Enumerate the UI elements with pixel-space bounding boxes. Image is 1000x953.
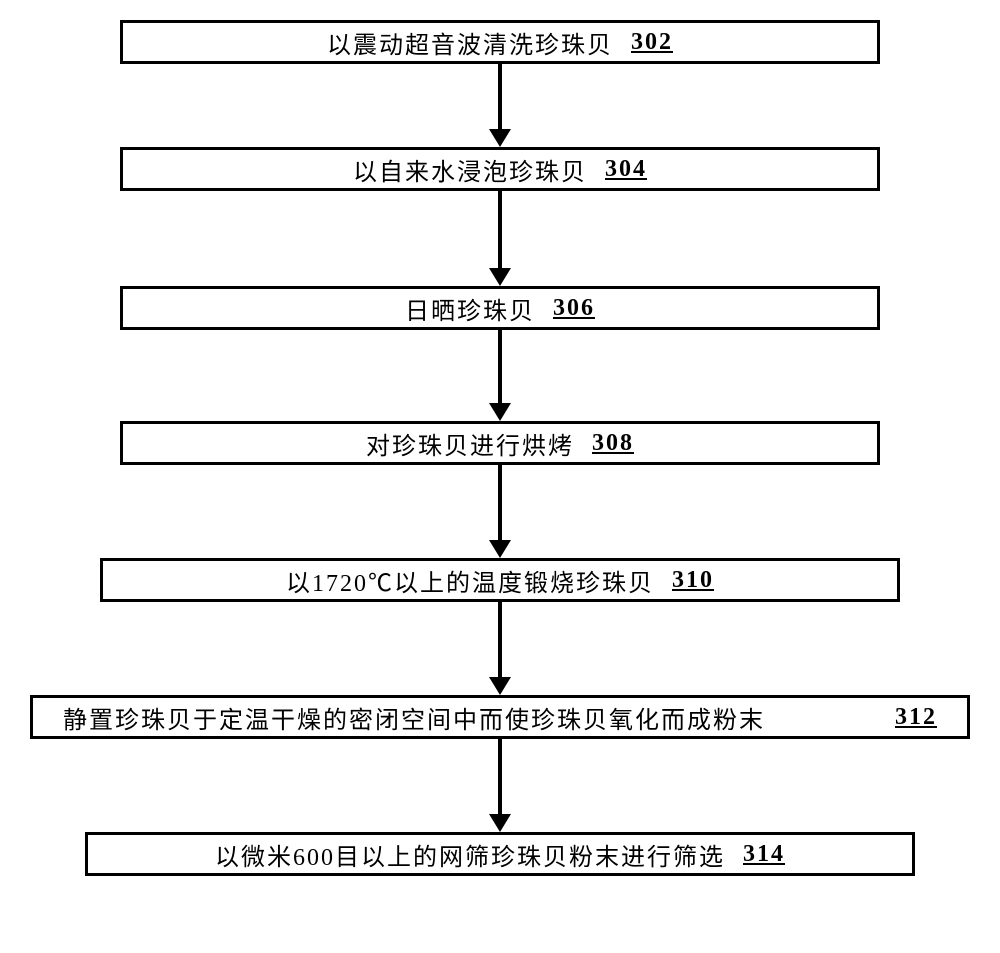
arrow-line [498,191,502,269]
step-label: 日晒珍珠贝 [405,291,535,326]
arrow-line [498,602,502,678]
arrow-line [498,64,502,130]
arrow [489,330,511,421]
step-ref: 304 [605,156,647,183]
step-box-312: 静置珍珠贝于定温干燥的密闭空间中而使珍珠贝氧化而成粉末 312 [30,695,970,739]
arrow-head-icon [489,814,511,832]
step-box-310: 以1720℃以上的温度锻烧珍珠贝 310 [100,558,900,602]
arrow-head-icon [489,268,511,286]
arrow [489,465,511,558]
arrow [489,191,511,286]
step-ref: 310 [672,567,714,594]
step-label: 对珍珠贝进行烘烤 [366,426,574,461]
step-label: 以自来水浸泡珍珠贝 [353,152,587,187]
arrow [489,602,511,695]
arrow-line [498,739,502,815]
step-box-306: 日晒珍珠贝 306 [120,286,880,330]
step-ref: 314 [743,841,785,868]
step-label: 以1720℃以上的温度锻烧珍珠贝 [286,563,654,598]
arrow [489,64,511,147]
arrow-line [498,330,502,404]
arrow-line [498,465,502,541]
step-box-308: 对珍珠贝进行烘烤 308 [120,421,880,465]
step-box-302: 以震动超音波清洗珍珠贝 302 [120,20,880,64]
step-label: 以震动超音波清洗珍珠贝 [327,25,613,60]
arrow-head-icon [489,129,511,147]
flowchart: 以震动超音波清洗珍珠贝 302 以自来水浸泡珍珠贝 304 日晒珍珠贝 306 … [0,20,1000,876]
arrow-head-icon [489,677,511,695]
step-ref: 302 [631,29,673,56]
step-box-314: 以微米600目以上的网筛珍珠贝粉末进行筛选 314 [85,832,915,876]
arrow-head-icon [489,540,511,558]
step-ref: 312 [895,704,937,731]
step-label: 静置珍珠贝于定温干燥的密闭空间中而使珍珠贝氧化而成粉末 [63,700,765,735]
arrow-head-icon [489,403,511,421]
step-ref: 306 [553,295,595,322]
step-ref: 308 [592,430,634,457]
flowchart-container: 以震动超音波清洗珍珠贝 302 以自来水浸泡珍珠贝 304 日晒珍珠贝 306 … [0,0,1000,953]
step-box-304: 以自来水浸泡珍珠贝 304 [120,147,880,191]
arrow [489,739,511,832]
step-label: 以微米600目以上的网筛珍珠贝粉末进行筛选 [215,837,725,872]
